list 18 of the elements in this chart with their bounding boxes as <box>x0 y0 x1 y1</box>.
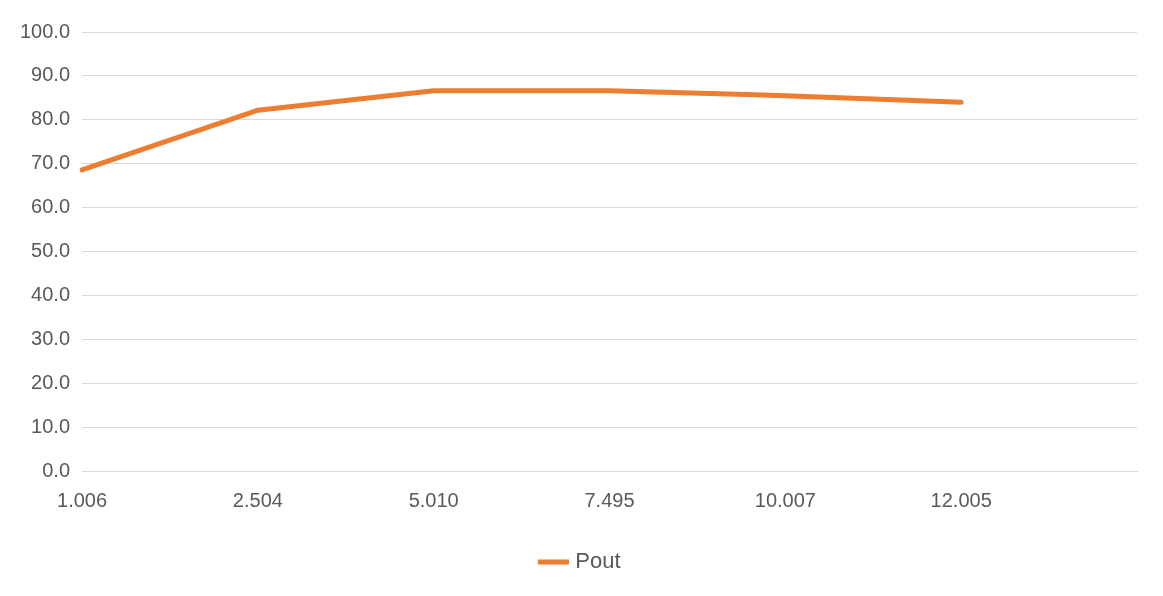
y-tick-label: 90.0 <box>31 63 71 86</box>
y-tick-label: 20.0 <box>31 370 71 393</box>
y-tick-label: 50.0 <box>31 239 71 262</box>
y-tick-label: 100.0 <box>19 19 71 42</box>
y-tick-label: 10.0 <box>31 414 71 437</box>
x-tick-label: 12.005 <box>930 488 992 511</box>
y-tick-label: 40.0 <box>31 282 71 305</box>
y-tick-label: 70.0 <box>31 151 71 174</box>
x-tick-label: 7.495 <box>584 488 635 511</box>
legend-label: Pout <box>575 548 621 574</box>
x-tick-label: 1.006 <box>57 488 108 511</box>
y-tick-label: 0.0 <box>42 458 71 481</box>
x-tick-label: 5.010 <box>408 488 459 511</box>
x-tick-label: 2.504 <box>232 488 283 511</box>
y-tick-label: 80.0 <box>31 107 71 130</box>
y-tick-label: 60.0 <box>31 195 71 218</box>
y-tick-label: 30.0 <box>31 326 71 349</box>
x-tick-label: 10.007 <box>754 488 816 511</box>
